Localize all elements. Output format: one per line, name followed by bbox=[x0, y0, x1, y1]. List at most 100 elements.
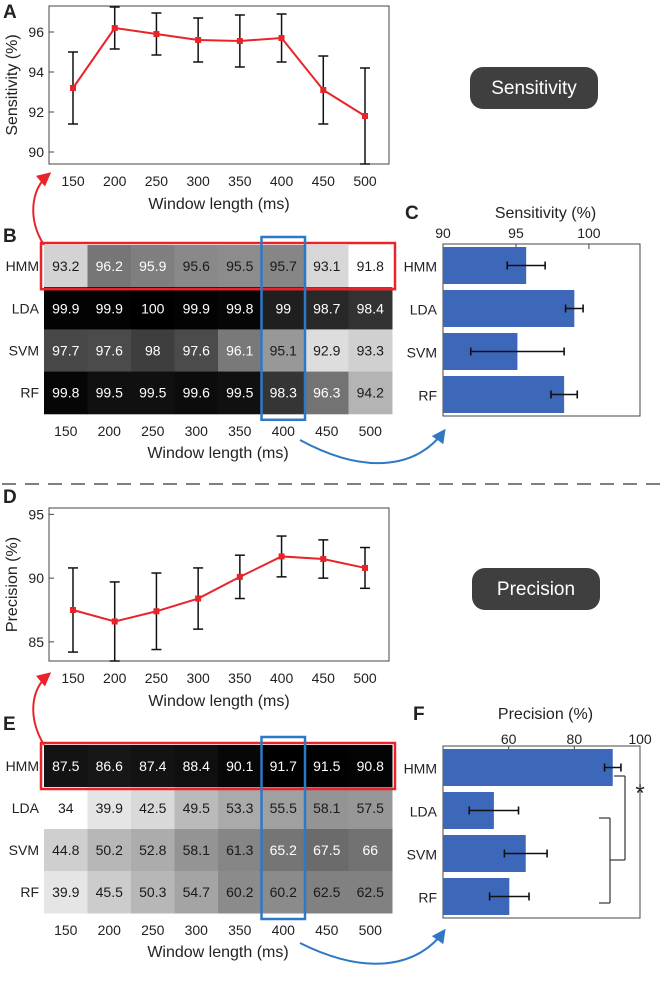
heatmap-e-cell-value: 90.8 bbox=[357, 758, 384, 774]
bar-f-category-label: LDA bbox=[410, 804, 438, 820]
chart-d-xtick-label: 350 bbox=[228, 670, 252, 686]
chart-a-xtick-label: 150 bbox=[61, 173, 85, 189]
heatmap-e-cell-value: 58.1 bbox=[183, 842, 210, 858]
chart-d-ytick-label: 95 bbox=[28, 506, 44, 522]
heatmap-b-cell-value: 93.1 bbox=[313, 258, 340, 274]
heatmap-b-cell-value: 95.1 bbox=[270, 343, 297, 359]
heatmap-b-cell-value: 97.6 bbox=[96, 343, 123, 359]
heatmap-e-col-highlight bbox=[260, 735, 307, 921]
heatmap-b-cell bbox=[44, 245, 88, 288]
chart-a-ytick-label: 90 bbox=[28, 144, 44, 160]
heatmap-e-cell-value: 39.9 bbox=[52, 884, 79, 900]
chart-d-xlabel: Window length (ms) bbox=[148, 693, 289, 710]
heatmap-b-cell bbox=[305, 287, 349, 330]
heatmap-e-cell-value: 58.1 bbox=[313, 800, 340, 816]
heatmap-e-cell bbox=[348, 745, 393, 788]
heatmap-b-col-label: 350 bbox=[228, 423, 252, 439]
connector-arrow-e-to-d bbox=[32, 672, 52, 746]
heatmap-e-row-label: HMM bbox=[6, 758, 39, 774]
heatmap-e-cell bbox=[44, 787, 88, 830]
heatmap-e-cell-value: 55.5 bbox=[270, 800, 297, 816]
heatmap-e-col-label: 350 bbox=[228, 922, 252, 938]
heatmap-b-row-label: SVM bbox=[9, 343, 39, 359]
heatmap-e-row-label: LDA bbox=[12, 800, 40, 816]
chart-a-point bbox=[278, 35, 285, 41]
heatmap-e-cell bbox=[305, 829, 349, 872]
connector-arrow-b-to-c bbox=[299, 428, 446, 465]
heatmap-e-cell-value: 53.3 bbox=[226, 800, 253, 816]
heatmap-b-cell-value: 99.8 bbox=[52, 385, 79, 401]
heatmap-e-cell-value: 87.4 bbox=[139, 758, 166, 774]
bar-f-xtick-label: 60 bbox=[501, 731, 517, 747]
heatmap-b-cell-value: 99 bbox=[275, 300, 291, 316]
heatmap-b-cell bbox=[261, 329, 306, 373]
bar-f-category-label: RF bbox=[418, 890, 437, 906]
chart-d-ylabel: Precision (%) bbox=[4, 537, 21, 632]
significance-bracket: * bbox=[599, 775, 645, 904]
chart-d-point bbox=[320, 556, 327, 562]
heatmap-e-cell-value: 87.5 bbox=[52, 758, 79, 774]
bar-c-bar bbox=[443, 376, 565, 413]
heatmap-e-cell-value: 49.5 bbox=[183, 800, 210, 816]
heatmap-e-cell bbox=[218, 787, 262, 830]
bar-c-xtick-label: 90 bbox=[435, 225, 451, 241]
heatmap-b-cell-value: 99.6 bbox=[183, 385, 210, 401]
heatmap-e-cell bbox=[261, 787, 306, 830]
heatmap-e-col-label: 200 bbox=[98, 922, 122, 938]
heatmap-b-cell bbox=[131, 287, 175, 330]
heatmap-b-cell-value: 99.9 bbox=[52, 300, 79, 316]
heatmap-b-cell bbox=[131, 245, 175, 288]
chart-a-point bbox=[153, 31, 160, 37]
heatmap-b-cell bbox=[218, 371, 262, 415]
chart-d-point bbox=[236, 573, 243, 580]
chart-d-point bbox=[362, 564, 368, 571]
heatmap-e-cell bbox=[218, 745, 262, 788]
heatmap-b-cell bbox=[87, 287, 132, 330]
heatmap-e-cell bbox=[131, 829, 175, 872]
heatmap-e-cell bbox=[44, 745, 88, 788]
heatmap-e-col-label: 300 bbox=[185, 922, 209, 938]
heatmap-b-cell bbox=[87, 329, 132, 373]
panel-label-e: E bbox=[3, 714, 16, 735]
bar-c-xtick-label: 95 bbox=[508, 225, 524, 241]
chart-d-ytick-label: 85 bbox=[28, 634, 44, 650]
chart-a-point bbox=[362, 113, 368, 119]
heatmap-b-cell bbox=[348, 245, 393, 288]
heatmap-e-cell-value: 90.1 bbox=[226, 758, 253, 774]
chart-a-ytick-label: 94 bbox=[28, 64, 44, 80]
heatmap-b-col-label: 200 bbox=[98, 423, 122, 439]
heatmap-b-col-label: 500 bbox=[359, 423, 383, 439]
heatmap-b-cell-value: 96.1 bbox=[226, 343, 253, 359]
heatmap-e-cell-value: 62.5 bbox=[313, 884, 340, 900]
precision-pill: Precision bbox=[472, 568, 600, 610]
bar-f-xlabel: Precision (%) bbox=[498, 706, 593, 723]
heatmap-e-cell bbox=[131, 871, 175, 914]
heatmap-e-cell-value: 39.9 bbox=[96, 800, 123, 816]
connector-arrow-b-to-a bbox=[32, 172, 52, 246]
heatmap-b-cell bbox=[305, 371, 349, 415]
heatmap-b-cell bbox=[174, 245, 219, 288]
heatmap-b-col-label: 400 bbox=[272, 423, 296, 439]
heatmap-e-cell bbox=[44, 871, 88, 914]
chart-a-xtick-label: 250 bbox=[145, 173, 169, 189]
heatmap-b-cell bbox=[261, 371, 306, 415]
heatmap-b-cell bbox=[131, 371, 175, 415]
chart-a-ytick-label: 92 bbox=[28, 104, 44, 120]
heatmap-e-cell bbox=[348, 871, 393, 914]
heatmap-b-cell bbox=[44, 329, 88, 373]
heatmap-b-cell-value: 99.9 bbox=[183, 300, 210, 316]
chart-d-point bbox=[70, 607, 76, 613]
heatmap-b-cell-value: 99.5 bbox=[226, 385, 253, 401]
chart-d-xtick-label: 150 bbox=[61, 670, 85, 686]
chart-a-xtick-label: 400 bbox=[270, 173, 294, 189]
sensitivity-pill: Sensitivity bbox=[470, 67, 598, 109]
heatmap-e-cell bbox=[174, 829, 219, 872]
heatmap-b-cell bbox=[261, 245, 306, 288]
bar-c-xlabel: Sensitivity (%) bbox=[495, 205, 596, 222]
heatmap-b-cell-value: 93.3 bbox=[357, 343, 384, 359]
heatmap-b-cell bbox=[87, 371, 132, 415]
panel-label-a: A bbox=[3, 2, 17, 23]
chart-d-series-line bbox=[72, 555, 366, 623]
heatmap-b-cell-value: 98 bbox=[145, 343, 161, 359]
heatmap-b-row-label: HMM bbox=[6, 258, 39, 274]
